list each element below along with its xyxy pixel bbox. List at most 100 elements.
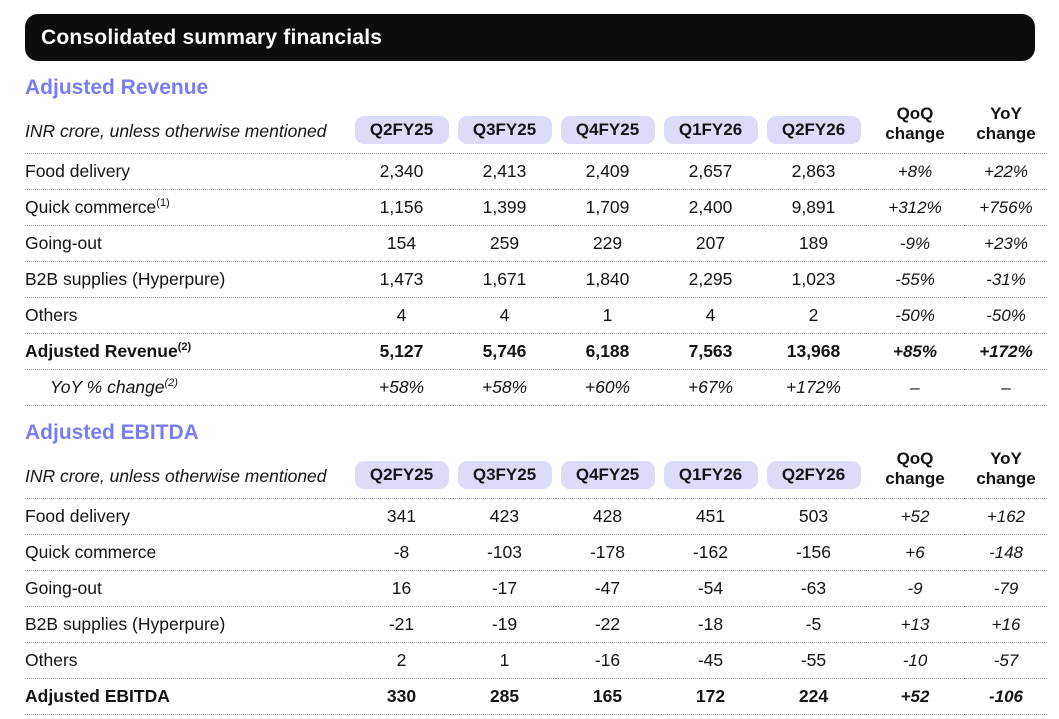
value-cell: 1,399 — [482, 197, 527, 218]
value-cell: -47 — [594, 578, 621, 599]
table-row: B2B supplies (Hyperpure) -21 -19 -22 -18 -5 +1… — [25, 607, 1047, 643]
value-cell: 259 — [489, 233, 520, 254]
yoy-change-cell: -31% — [986, 269, 1026, 289]
value-cell: 9,891 — [791, 197, 836, 218]
qoq-change-cell: +85% — [893, 341, 937, 361]
qoq-change-cell: -55% — [895, 269, 935, 289]
value-cell: -45 — [697, 650, 724, 671]
value-cell: -21 — [388, 614, 415, 635]
row-label: Food delivery — [25, 161, 131, 182]
value-cell: 423 — [489, 506, 520, 527]
value-cell: -55 — [800, 650, 827, 671]
value-cell: 1,671 — [482, 269, 527, 290]
value-cell: 2,400 — [688, 197, 733, 218]
value-cell: -18 — [697, 614, 724, 635]
revenue-section-title: Adjusted Revenue — [25, 76, 209, 99]
unit-note: INR crore, unless otherwise mentioned — [25, 121, 327, 142]
qoq-change-cell: – — [910, 377, 920, 397]
value-cell: +67% — [687, 377, 734, 398]
yoy-change-header: YoY change — [976, 449, 1036, 489]
value-cell: +60% — [584, 377, 631, 398]
value-cell: 16 — [391, 578, 412, 599]
quarter-header-pill: Q2FY25 — [354, 461, 449, 490]
value-cell: 2,409 — [585, 161, 630, 182]
value-cell: 5,127 — [379, 341, 424, 362]
table-row: Others 4 4 1 4 2 -50% -50% — [25, 298, 1047, 334]
yoy-change-cell: +756% — [979, 197, 1033, 217]
value-cell: 1,709 — [585, 197, 630, 218]
value-cell: 207 — [695, 233, 726, 254]
yoy-change-cell: +23% — [984, 233, 1028, 253]
row-label: Going-out — [25, 578, 102, 599]
row-label: Quick commerce — [25, 542, 157, 563]
qoq-change-cell: +312% — [888, 197, 942, 217]
value-cell: 2,657 — [688, 161, 733, 182]
yoy-change-cell: – — [1001, 377, 1011, 397]
value-cell: 428 — [592, 506, 623, 527]
value-cell: -162 — [692, 542, 729, 563]
revenue-table-header-row: INR crore, unless otherwise mentioned Q2… — [25, 104, 1047, 154]
qoq-change-header: QoQ change — [885, 104, 945, 144]
value-cell: -54 — [697, 578, 724, 599]
value-cell: 1 — [602, 305, 613, 326]
row-label: Going-out — [25, 233, 102, 254]
ebitda-table: INR crore, unless otherwise mentioned Q2… — [25, 449, 1047, 715]
table-row: B2B supplies (Hyperpure) 1,473 1,671 1,840 2… — [25, 262, 1047, 298]
unit-note: INR crore, unless otherwise mentioned — [25, 466, 327, 487]
table-row: Others 2 1 -16 -45 -55 -10 -57 — [25, 643, 1047, 679]
table-row: Quick commerce(1) 1,156 1,399 1,709 2,400 9,8… — [25, 190, 1047, 226]
row-label: Food delivery — [25, 506, 131, 527]
qoq-change-cell: +8% — [897, 161, 933, 181]
value-cell: +58% — [378, 377, 425, 398]
value-cell: -17 — [491, 578, 518, 599]
yoy-change-cell: -79 — [993, 578, 1019, 598]
value-cell: 165 — [592, 686, 623, 707]
table-row: Quick commerce -8 -103 -178 -162 -156 +6 -148 — [25, 535, 1047, 571]
row-label: YoY % change(2) — [50, 377, 178, 398]
qoq-change-cell: -9% — [899, 233, 931, 253]
value-cell: -19 — [491, 614, 518, 635]
value-cell: 1,473 — [379, 269, 424, 290]
quarter-header-pill: Q4FY25 — [560, 116, 655, 145]
qoq-change-cell: -9 — [907, 578, 923, 598]
row-label: Adjusted Revenue(2) — [25, 341, 192, 362]
yoy-change-cell: +162 — [986, 506, 1026, 526]
qoq-change-cell: +52 — [900, 506, 930, 526]
qoq-change-cell: -10 — [902, 650, 928, 670]
value-cell: 1,840 — [585, 269, 630, 290]
qoq-change-cell: +52 — [900, 686, 930, 706]
footnote-marker: (2) — [164, 377, 178, 390]
value-cell: -63 — [800, 578, 827, 599]
yoy-change-cell: -50% — [986, 305, 1026, 325]
value-cell: 4 — [705, 305, 716, 326]
value-cell: -16 — [594, 650, 621, 671]
quarter-header-pill: Q2FY25 — [354, 116, 449, 145]
row-label: Quick commerce(1) — [25, 197, 170, 218]
quarter-header-pill: Q3FY25 — [457, 116, 552, 145]
yoy-change-header: YoY change — [976, 104, 1036, 144]
value-cell: 1 — [499, 650, 510, 671]
value-cell: -178 — [589, 542, 626, 563]
yoy-change-cell: -57 — [993, 650, 1019, 670]
value-cell: 1,023 — [791, 269, 836, 290]
value-cell: 503 — [798, 506, 829, 527]
table-row: Food delivery 341 423 428 451 503 +52 +162 — [25, 499, 1047, 535]
value-cell: +58% — [481, 377, 528, 398]
footnote-marker: (2) — [177, 341, 192, 354]
qoq-change-cell: +6 — [905, 542, 925, 562]
adjusted-ebitda-section: Adjusted EBITDA INR crore, unless otherw… — [25, 421, 1047, 715]
quarter-header-pill: Q1FY26 — [663, 116, 758, 145]
quarter-header-pill: Q2FY26 — [766, 116, 861, 145]
value-cell: -103 — [486, 542, 523, 563]
yoy-change-cell: -106 — [988, 686, 1024, 706]
adjusted-revenue-section: Adjusted Revenue INR crore, unless other… — [25, 76, 1047, 406]
revenue-table: INR crore, unless otherwise mentioned Q2… — [25, 104, 1047, 406]
table-row: YoY % change(2) +58% +58% +60% +67% +172% – – — [25, 370, 1047, 406]
value-cell: 1,156 — [379, 197, 424, 218]
yoy-change-cell: +172% — [979, 341, 1033, 361]
value-cell: 330 — [386, 686, 417, 707]
yoy-change-cell: +22% — [984, 161, 1028, 181]
row-label: B2B supplies (Hyperpure) — [25, 269, 226, 290]
ebitda-table-header-row: INR crore, unless otherwise mentioned Q2… — [25, 449, 1047, 499]
